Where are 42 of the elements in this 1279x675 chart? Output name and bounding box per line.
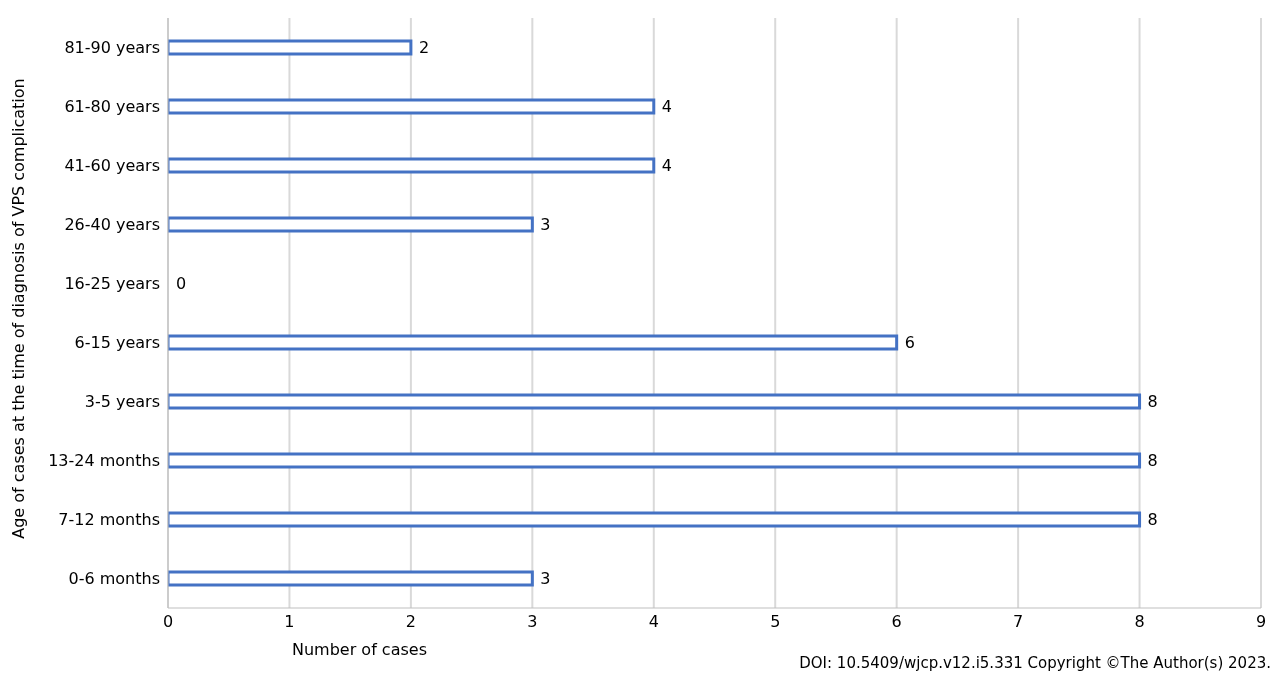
y-tick-label: 0-6 months [68,569,160,589]
bar [168,452,1142,469]
bar [168,511,1142,528]
data-label: 2 [418,38,430,57]
y-tick-label: 26-40 years [64,215,160,235]
x-tick-label: 3 [527,612,538,632]
y-tick-label: 13-24 months [48,451,160,471]
bar [168,98,656,115]
data-label: 0 [176,274,187,293]
y-tick-label: 81-90 years [64,38,160,58]
data-label: 6 [904,333,915,352]
data-label: 8 [1147,510,1158,529]
y-tick-label: 3-5 years [84,392,160,412]
data-label: 3 [540,569,551,588]
x-tick-label: 5 [770,612,781,632]
x-tick-label: 8 [1134,612,1145,632]
x-axis-title: Number of cases [292,640,427,659]
bar [168,393,1142,410]
y-tick-label: 16-25 years [64,274,160,294]
bar [168,570,534,587]
bar [168,157,656,174]
bar [168,39,413,56]
data-label: 8 [1147,451,1158,470]
x-tick-label: 7 [1013,612,1024,632]
data-label: 8 [1147,392,1158,411]
text: DOI: 10.5409/wjcp.v12.i5.331 Copyright ©The Author(s) 2023. [799,654,1271,672]
data-label: 4 [661,156,672,175]
y-tick-label: 6-15 years [74,333,160,353]
bar [168,216,534,233]
y-tick-label: 41-60 years [64,156,160,176]
x-tick-label: 0 [162,612,174,632]
y-axis-title: Age of cases at the time of diagnosis of VPS complication [8,77,28,539]
x-tick-label: 4 [648,612,659,632]
x-tick-label: 2 [405,612,416,632]
data-label: 4 [661,97,672,116]
x-tick-label: 9 [1255,612,1267,632]
y-tick-label: 61-80 years [64,97,160,117]
x-tick-label: 6 [891,612,902,632]
y-tick-label: 7-12 months [58,510,160,530]
data-label: 3 [540,215,551,234]
x-tick-label: 1 [284,612,295,632]
bar [168,334,899,351]
